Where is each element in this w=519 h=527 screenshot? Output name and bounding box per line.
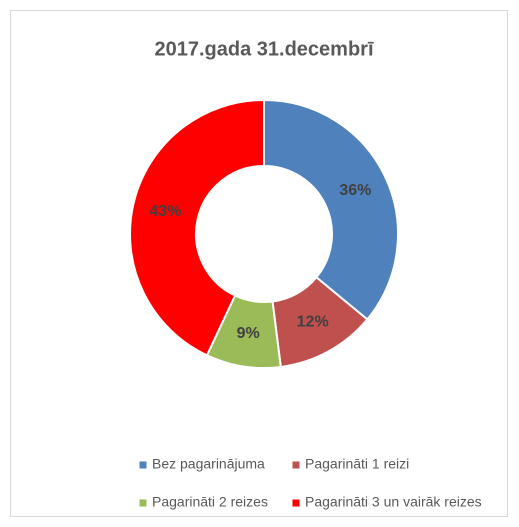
data-label: 9% — [237, 325, 260, 342]
donut-slice — [129, 98, 265, 357]
legend-marker — [292, 461, 300, 469]
data-label: 36% — [339, 182, 371, 199]
legend-label: Pagarināti 3 un vairāk reizes — [305, 494, 482, 510]
legend-marker — [292, 499, 300, 507]
data-label: 12% — [297, 314, 329, 331]
chart-title: 2017.gada 31.decembrī — [154, 38, 373, 60]
legend-marker — [139, 499, 147, 507]
chart-border — [10, 10, 508, 517]
data-label: 43% — [149, 203, 181, 220]
legend-label: Pagarināti 2 reizes — [152, 494, 268, 510]
legend-label: Pagarināti 1 reizi — [305, 456, 409, 472]
legend-label: Bez pagarinājuma — [152, 456, 265, 472]
donut-slice — [263, 98, 399, 321]
legend-marker — [139, 461, 147, 469]
